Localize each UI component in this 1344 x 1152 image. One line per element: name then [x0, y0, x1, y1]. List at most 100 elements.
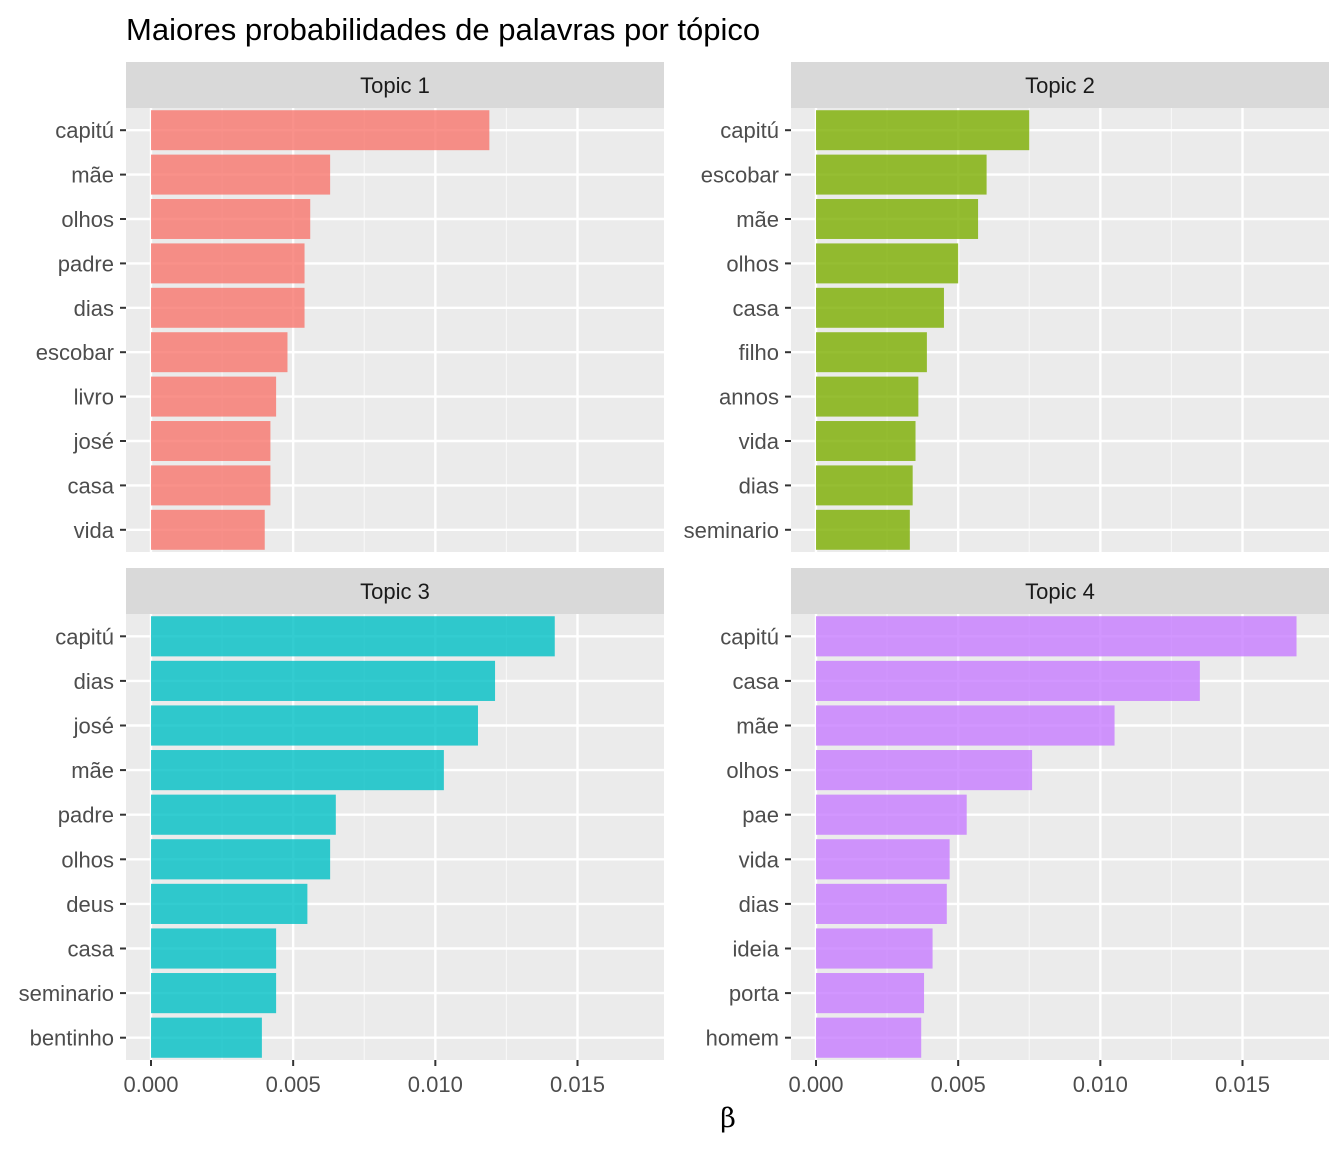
facet-4-y-tick-label: homem [706, 1026, 779, 1051]
facet-3-strip-label: Topic 3 [360, 579, 430, 604]
facet-2: Topic 2 capitú escobar mãe olhos casa filho ann… [684, 62, 1329, 552]
facet-1-y-tick-label: escobar [36, 340, 114, 365]
facet-4-y-tick-label: ideia [733, 937, 780, 962]
facet-2-y-tick-label: olhos [726, 251, 779, 276]
facet-2-bar-vida [816, 421, 916, 461]
facet-4-y-tick-label: mãe [736, 714, 779, 739]
facet-3-bar-dias [151, 660, 496, 701]
facet-4-bar-vida [816, 839, 950, 880]
chart-title: Maiores probabilidades de palavras por t… [126, 12, 760, 47]
facet-3-bar-josé [151, 705, 478, 746]
facet-2-y-tick-label: filho [739, 340, 779, 365]
facet-4-bar-porta [816, 973, 925, 1014]
facet-3-bar-casa [151, 928, 277, 969]
facet-3-bar-seminario [151, 973, 277, 1014]
facet-4-y-tick-label: pae [742, 803, 779, 828]
facet-1-bar-olhos [151, 199, 311, 239]
facet-4: Topic 4 capitú casa mãe olhos pae vida dias idei… [706, 568, 1329, 1097]
facet-1-y-tick-label: vida [74, 518, 115, 543]
facet-2-y-tick-label: capitú [720, 118, 779, 143]
facet-1-bar-vida [151, 509, 265, 550]
facet-2-bar-capitú [816, 110, 1030, 151]
facet-1-strip [126, 62, 664, 108]
facet-1-y-tick-label: casa [68, 473, 115, 498]
facet-4-bar-olhos [816, 750, 1033, 791]
facet-4-bar-capitú [816, 616, 1297, 657]
facet-2-bar-dias [816, 465, 913, 506]
facet-2-bar-casa [816, 287, 944, 328]
facet-3-y-tick-label: padre [58, 803, 114, 828]
facet-3-y-tick-label: seminario [19, 981, 114, 1006]
facet-2-y-tick-label: vida [739, 429, 780, 454]
facet-4-y-tick-label: capitú [720, 624, 779, 649]
facet-1-y-tick-label: padre [58, 251, 114, 276]
facet-3-y-tick-label: capitú [55, 624, 114, 649]
facet-1-y-tick-label: capitú [55, 118, 114, 143]
facet-2-y-tick-label: seminario [684, 518, 779, 543]
facet-3-x-tick-label: 0.010 [408, 1072, 463, 1097]
facet-1-y-tick-label: mãe [71, 163, 114, 188]
facet-2-y-tick-label: escobar [701, 163, 779, 188]
facet-3-y-tick-label: casa [68, 937, 115, 962]
facet-4-bar-mãe [816, 705, 1115, 746]
facet-3: Topic 3 capitú dias josé mãe padre olhos deus ca… [19, 568, 664, 1097]
facet-1-y-tick-label: livro [74, 385, 114, 410]
facet-1-bar-mãe [151, 154, 331, 195]
facet-1-bar-josé [151, 421, 271, 461]
facet-1-bar-dias [151, 287, 305, 328]
facet-1-bar-escobar [151, 332, 288, 373]
facet-4-bar-ideia [816, 928, 933, 969]
facet-3-bar-capitú [151, 616, 555, 657]
facet-3-bar-padre [151, 794, 336, 835]
facet-1-bar-capitú [151, 110, 490, 151]
x-axis-label: β [720, 1103, 736, 1134]
facet-2-bar-mãe [816, 199, 979, 239]
facet-3-y-tick-label: dias [74, 669, 114, 694]
facet-1-bar-livro [151, 376, 277, 417]
facet-3-x-tick-label: 0.015 [550, 1072, 605, 1097]
facet-4-strip-label: Topic 4 [1025, 579, 1095, 604]
facet-2-bar-olhos [816, 243, 959, 284]
facet-2-y-tick-label: annos [719, 385, 779, 410]
facet-2-y-tick-label: dias [739, 473, 779, 498]
facet-4-y-tick-label: olhos [726, 758, 779, 783]
facet-4-bar-homem [816, 1017, 922, 1058]
facet-2-y-tick-label: mãe [736, 207, 779, 232]
facet-4-x-tick-label: 0.015 [1215, 1072, 1270, 1097]
facet-4-strip [791, 568, 1329, 614]
facet-1-y-tick-label: olhos [61, 207, 114, 232]
facet-4-y-tick-label: casa [733, 669, 780, 694]
facet-1-y-tick-label: dias [74, 296, 114, 321]
facet-1-bar-padre [151, 243, 305, 284]
facet-1-y-tick-label: josé [73, 429, 114, 454]
facet-1-bar-casa [151, 465, 271, 506]
facet-3-bar-bentinho [151, 1017, 262, 1058]
facet-3-bar-deus [151, 883, 308, 924]
facet-1-strip-label: Topic 1 [360, 73, 430, 98]
facet-2-bar-seminario [816, 509, 910, 550]
facet-2-bar-filho [816, 332, 927, 373]
facet-3-bar-mãe [151, 750, 444, 791]
facet-3-strip [126, 568, 664, 614]
facet-2-strip [791, 62, 1329, 108]
facet-4-x-tick-label: 0.005 [931, 1072, 986, 1097]
facet-4-y-tick-label: porta [729, 981, 780, 1006]
facet-3-bar-olhos [151, 839, 331, 880]
facet-4-bar-pae [816, 794, 967, 835]
facet-3-y-tick-label: olhos [61, 847, 114, 872]
facet-2-strip-label: Topic 2 [1025, 73, 1095, 98]
facet-4-bar-dias [816, 883, 947, 924]
facet-4-y-tick-label: vida [739, 847, 780, 872]
facet-3-y-tick-label: mãe [71, 758, 114, 783]
facet-3-y-tick-label: bentinho [30, 1026, 114, 1051]
facet-3-x-tick-label: 0.000 [123, 1072, 178, 1097]
facet-2-bar-escobar [816, 154, 987, 195]
facet-2-y-tick-label: casa [733, 296, 780, 321]
facet-3-y-tick-label: deus [66, 892, 114, 917]
facet-4-y-tick-label: dias [739, 892, 779, 917]
facet-1: Topic 1 capitú mãe olhos padre dias escobar liv… [36, 62, 664, 552]
facet-3-y-tick-label: josé [73, 714, 114, 739]
facet-4-bar-casa [816, 660, 1200, 701]
facet-3-x-tick-label: 0.005 [266, 1072, 321, 1097]
